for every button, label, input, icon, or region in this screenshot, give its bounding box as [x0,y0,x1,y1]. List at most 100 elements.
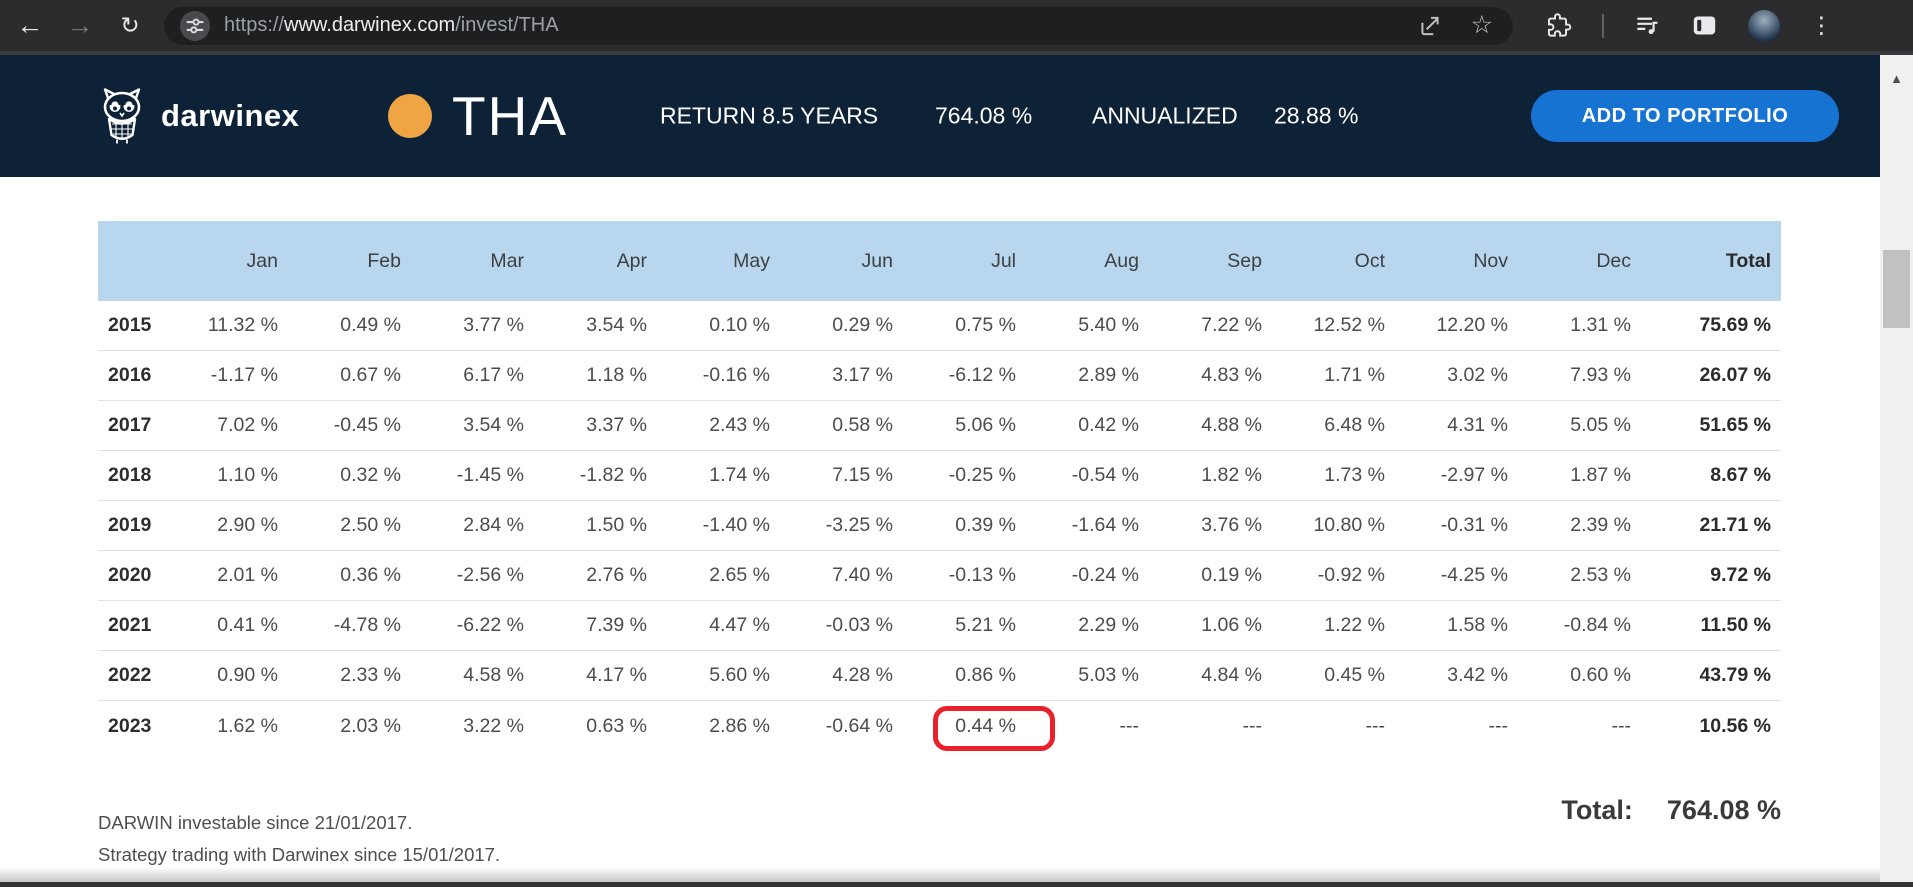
value-cell: 2.65 % [709,564,770,586]
value-cell: 3.54 % [586,314,647,336]
value-cell: 0.44 % [903,705,1055,751]
value-cell: 7.15 % [832,464,893,486]
value-cell: 3.77 % [463,314,524,336]
side-panel-icon[interactable] [1691,12,1718,39]
add-to-portfolio-button[interactable]: ADD TO PORTFOLIO [1531,90,1839,142]
value-cell: -0.13 % [948,564,1016,586]
value-cell: 6.48 % [1324,414,1385,436]
value-cell: 4.83 % [1201,364,1262,386]
value-cell: 1.62 % [217,714,278,737]
darwin-header: darwinex THA RETURN 8.5 YEARS 764.08 % A… [0,55,1913,177]
grand-total-value: 764.08 % [1666,795,1781,825]
value-cell: -0.31 % [1440,514,1508,536]
value-cell: 3.22 % [463,714,524,737]
value-cell: -1.17 % [210,364,278,386]
return-label: RETURN 8.5 YEARS [660,102,879,129]
value-cell: 4.17 % [586,664,647,686]
value-cell: 1.50 % [586,514,647,536]
grand-total-label: Total: [1561,795,1633,825]
column-header-aug: Aug [1104,249,1139,272]
year-cell: 2023 [108,714,152,737]
value-cell: 3.17 % [832,364,893,386]
value-cell: -0.25 % [948,464,1016,486]
value-cell: 1.87 % [1570,464,1631,486]
extensions-icon[interactable] [1545,12,1572,39]
year-cell: 2019 [108,514,152,536]
value-cell: 0.58 % [832,414,893,436]
value-cell: 1.18 % [586,364,647,386]
url-host: www.darwinex.com [284,14,456,36]
value-cell: 10.80 % [1313,514,1385,536]
owl-icon [96,87,148,145]
value-cell: 4.47 % [709,614,770,636]
value-cell: -0.24 % [1071,564,1139,586]
browser-toolbar: ← → ↻ https://www.darwinex.com/invest/TH… [0,0,1913,55]
value-cell: 1.73 % [1324,464,1385,486]
scrollbar-thumb[interactable] [1883,250,1910,328]
url-text[interactable]: https://www.darwinex.com/invest/THA [224,14,1417,37]
value-cell: 1.31 % [1570,314,1631,336]
darwinex-logo[interactable]: darwinex [96,87,299,145]
value-cell: 3.37 % [586,414,647,436]
value-cell: -4.25 % [1440,564,1508,586]
value-cell: -1.45 % [456,464,524,486]
forward-icon[interactable]: → [66,10,94,40]
value-cell: --- [1242,714,1262,737]
year-cell: 2017 [108,414,152,436]
value-cell: 0.45 % [1324,664,1385,686]
value-cell: 2.90 % [217,514,278,536]
site-info-icon[interactable] [180,10,210,41]
value-cell: 2.03 % [340,714,401,737]
total-cell: 75.69 % [1699,314,1771,336]
column-header-apr: Apr [616,249,647,272]
value-cell: 4.31 % [1447,414,1508,436]
value-cell: 7.22 % [1201,314,1262,336]
vertical-scrollbar[interactable]: ▲ [1880,55,1913,887]
share-icon[interactable] [1417,13,1443,39]
total-cell: 43.79 % [1699,664,1771,686]
value-cell: 2.50 % [340,514,401,536]
scrollbar-up-arrow[interactable]: ▲ [1890,71,1903,86]
column-header-jan: Jan [246,249,278,272]
column-header-may: May [733,249,770,272]
value-cell: -6.22 % [456,614,524,636]
media-controls-icon[interactable] [1634,12,1661,39]
toolbar-right-icons: ⋮ [1545,9,1847,42]
value-cell: --- [1365,714,1385,737]
value-cell: 2.86 % [709,714,770,737]
value-cell: 1.10 % [217,464,278,486]
url-scheme: https:// [224,14,285,36]
value-cell: 12.52 % [1313,314,1385,336]
browser-menu-icon[interactable]: ⋮ [1810,12,1833,38]
value-cell: 4.84 % [1201,664,1262,686]
annualized-value: 28.88 % [1274,102,1359,129]
table-body: 2015 11.32 % 0.49 % 3.77 % 3.54 % 0.10 % 0.29 … [98,301,1781,751]
value-cell: 5.21 % [955,614,1016,636]
column-header-total: Total [1725,249,1771,272]
value-cell: 2.89 % [1078,364,1139,386]
value-cell: 7.40 % [832,564,893,586]
darwin-status-dot [388,94,432,138]
value-cell: 3.02 % [1447,364,1508,386]
table-row-2021: 2021 0.41 % -4.78 % -6.22 % 7.39 % 4.47 % -0.0… [98,601,1781,651]
profile-avatar[interactable] [1748,9,1780,42]
value-cell: 0.75 % [955,314,1016,336]
annualized-label: ANNUALIZED [1092,102,1238,129]
reload-icon[interactable]: ↻ [120,12,140,38]
value-cell: 0.90 % [217,664,278,686]
value-cell: -0.64 % [825,714,893,737]
value-cell: -2.97 % [1440,464,1508,486]
value-cell: -0.92 % [1317,564,1385,586]
back-icon[interactable]: ← [16,10,44,40]
bottom-fade [0,867,1880,882]
value-cell: -0.03 % [825,614,893,636]
url-bar[interactable]: https://www.darwinex.com/invest/THA ☆ [164,6,1513,45]
value-cell: 0.49 % [340,314,401,336]
value-cell: -0.54 % [1071,464,1139,486]
value-cell: 5.05 % [1570,414,1631,436]
table-row-2018: 2018 1.10 % 0.32 % -1.45 % -1.82 % 1.74 % 7.15… [98,451,1781,501]
year-cell: 2022 [108,664,152,686]
table-row-2020: 2020 2.01 % 0.36 % -2.56 % 2.76 % 2.65 % 7.40 … [98,551,1781,601]
bookmark-star-icon[interactable]: ☆ [1470,11,1493,39]
